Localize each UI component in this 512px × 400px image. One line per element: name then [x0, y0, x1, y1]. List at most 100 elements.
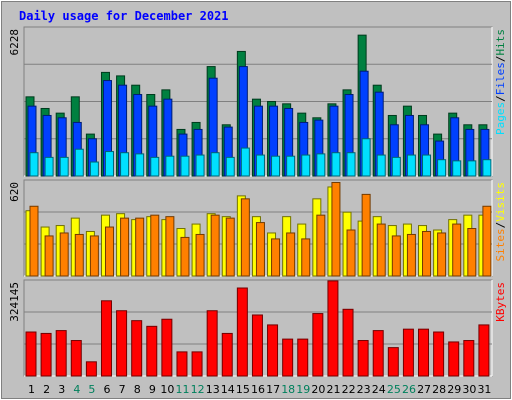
bar-sites-day-11: [180, 236, 190, 277]
legend-item: Hits: [494, 29, 507, 56]
legend-item: Visits: [494, 182, 507, 222]
bar-kbytes-day-31: [478, 324, 490, 377]
bar-sites-day-18: [286, 232, 296, 277]
x-tick-label: 3: [58, 383, 65, 396]
y-max-label: 620: [8, 182, 21, 202]
bar-pages-day-2: [44, 156, 54, 177]
bar-kbytes-day-7: [116, 310, 128, 377]
bar-pages-day-13: [210, 152, 220, 177]
x-tick-label: 11: [176, 383, 190, 396]
x-tick-label: 1: [28, 383, 35, 396]
x-tick-label: 25: [387, 383, 401, 396]
bar-pages-day-27: [422, 154, 432, 177]
x-tick-label: 30: [462, 383, 476, 396]
legend-item: /: [494, 95, 507, 102]
bar-sites-day-1: [29, 205, 39, 277]
bar-sites-day-4: [74, 233, 84, 277]
bar-sites-day-27: [422, 230, 432, 277]
bar-kbytes-day-17: [267, 324, 279, 377]
bar-pages-day-24: [376, 154, 386, 177]
bar-kbytes-day-13: [206, 310, 218, 377]
bar-sites-day-14: [225, 217, 235, 277]
bar-kbytes-day-29: [448, 341, 460, 377]
x-tick-label: 20: [311, 383, 325, 396]
bar-pages-day-7: [120, 152, 130, 177]
bar-pages-day-12: [195, 154, 205, 177]
bar-kbytes-day-9: [146, 325, 158, 377]
visits-sites-panel: 620 Sites/Visits: [8, 179, 507, 277]
x-tick-label: 17: [266, 383, 280, 396]
bar-kbytes-day-8: [131, 320, 143, 377]
x-tick-label: 27: [417, 383, 431, 396]
bar-kbytes-day-18: [282, 338, 294, 377]
legend-item: /: [494, 222, 507, 229]
x-tick-label: 28: [432, 383, 446, 396]
bar-pages-day-30: [467, 160, 477, 177]
x-tick-label: 15: [236, 383, 250, 396]
bar-sites-day-31: [482, 205, 492, 277]
bar-pages-day-3: [59, 156, 69, 177]
x-tick-label: 29: [447, 383, 461, 396]
bar-pages-day-4: [74, 148, 84, 177]
bar-pages-day-31: [482, 159, 492, 177]
bar-sites-day-23: [361, 193, 371, 277]
bar-kbytes-day-20: [312, 313, 324, 377]
bar-kbytes-day-16: [251, 314, 263, 377]
bar-kbytes-day-30: [463, 340, 475, 377]
bar-kbytes-day-3: [55, 330, 67, 377]
bar-pages-day-5: [89, 161, 99, 177]
bar-sites-day-22: [346, 229, 356, 277]
bar-sites-day-3: [59, 232, 69, 277]
legend-item: Pages: [494, 102, 507, 135]
bar-kbytes-day-22: [342, 308, 354, 377]
bar-sites-day-20: [316, 214, 326, 277]
bar-sites-day-10: [165, 216, 175, 277]
bar-sites-day-7: [120, 217, 130, 277]
bar-sites-day-25: [391, 235, 401, 277]
x-tick-label: 10: [160, 383, 174, 396]
bar-pages-day-25: [391, 156, 401, 177]
bar-sites-day-17: [271, 238, 281, 277]
x-tick-label: 18: [281, 383, 295, 396]
kbytes-panel: 324145 KBytes: [8, 279, 507, 377]
bar-sites-day-21: [331, 182, 341, 277]
bar-pages-day-19: [301, 154, 311, 177]
bar-kbytes-day-4: [70, 340, 82, 377]
x-tick-label: 22: [342, 383, 356, 396]
bar-sites-day-29: [452, 223, 462, 277]
bar-kbytes-day-10: [161, 318, 173, 377]
x-tick-label: 31: [477, 383, 491, 396]
bar-kbytes-day-28: [433, 331, 445, 377]
bar-kbytes-day-14: [221, 332, 233, 377]
bar-sites-day-8: [135, 217, 145, 277]
bar-pages-day-28: [437, 159, 447, 177]
bar-kbytes-day-23: [357, 340, 369, 377]
bar-kbytes-day-12: [191, 351, 203, 377]
bar-pages-day-26: [406, 154, 416, 177]
legend: Pages/Files/Hits: [494, 29, 507, 135]
bar-sites-day-28: [437, 232, 447, 277]
bar-pages-day-15: [240, 147, 250, 177]
x-tick-label: 5: [88, 383, 95, 396]
x-tick-label: 2: [43, 383, 50, 396]
y-max-label: 324145: [8, 282, 21, 322]
x-tick-label: 9: [149, 383, 156, 396]
bar-kbytes-day-24: [372, 330, 384, 377]
bar-pages-day-16: [255, 154, 265, 177]
bar-pages-day-11: [180, 155, 190, 177]
x-tick-label: 19: [296, 383, 310, 396]
bar-pages-day-18: [286, 155, 296, 177]
legend-item: Sites: [494, 228, 507, 261]
x-tick-label: 8: [134, 383, 141, 396]
bar-sites-day-2: [44, 235, 54, 277]
bar-sites-day-24: [376, 223, 386, 277]
bar-pages-day-20: [316, 153, 326, 177]
x-tick-label: 21: [326, 383, 340, 396]
bar-sites-day-16: [255, 222, 265, 277]
bar-sites-day-30: [467, 228, 477, 277]
bar-pages-day-21: [331, 152, 341, 177]
bar-sites-day-6: [104, 226, 114, 277]
